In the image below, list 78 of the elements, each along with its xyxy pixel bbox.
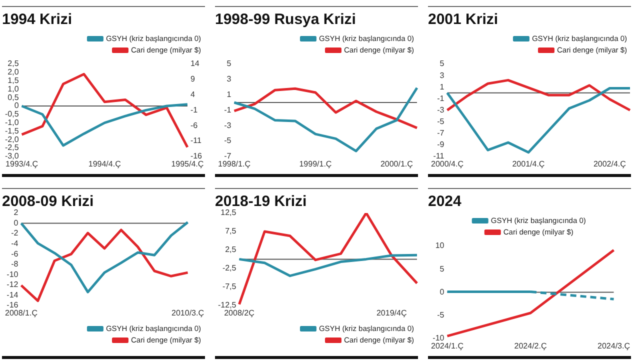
y-tick-label: 1,0 [8,84,20,94]
y-tick-label: -9 [437,140,445,150]
x-tick-label: 2008/2Ç [224,308,255,318]
y-tick-label: 2,5 [225,245,237,254]
y2-tick-label: 9 [190,74,196,84]
y-tick-label: 1,5 [8,76,20,86]
chart-title: 2024 [428,193,462,210]
x-tick-label: 2000/4.Ç [431,159,464,168]
y-tick-label: -1 [224,105,232,114]
y-tick-label: 0 [14,218,19,228]
y-tick-label: -6 [11,249,19,258]
y-tick-label: -2,5 [4,143,20,152]
y-tick-label: 2 [14,208,19,218]
y-tick-label: 10 [435,241,445,250]
y2-tick-label: -11 [190,136,202,146]
y2-tick-label: 14 [190,59,200,68]
y-tick-label: -10 [432,334,445,343]
y-tick-label: 0 [440,287,445,296]
x-tick-label: 2024/1.Ç [431,341,464,350]
chart-title: 1994 Krizi [2,11,72,28]
y-tick-label: 12,5 [220,208,237,218]
y-tick-label: -1,0 [4,118,20,128]
x-tick-label: 2002/4.Ç [593,159,626,168]
y-tick-label: -3 [437,105,445,114]
y-tick-label: -11 [433,152,445,161]
y-tick-label: 2,0 [8,68,20,77]
chart-title: 2008-09 Krizi [2,193,94,210]
x-tick-label: 1998/1.Ç [218,159,251,168]
y-tick-label: -5 [224,136,232,146]
y-tick-label: -2,5 [222,264,237,273]
y-tick-label: -16 [6,300,19,310]
y-tick-label: -5 [437,116,445,126]
y-tick-label: -3 [224,120,232,130]
y-tick-label: 2,5 [8,59,20,68]
y-tick-label: -1,5 [4,126,20,136]
y-tick-label: -1 [437,94,445,103]
x-tick-label: 2019/4Ç [376,308,407,318]
y-tick-label: 7,5 [225,226,237,236]
y-tick-label: -12 [6,280,19,290]
y-tick-label: -2 [11,228,19,238]
y-tick-label: -12,5 [218,300,237,310]
y-tick-label: 3 [226,74,232,84]
x-tick-label: 1995/4.Ç [171,159,204,168]
chart-title: 1998-99 Rusya Krizi [215,11,356,28]
y-tick-label: 1 [226,90,232,100]
chart-title: 2018-19 Krizi [215,193,307,210]
x-tick-label: 1994/4.Ç [88,159,122,168]
chart-title: 2001 Krizi [428,11,498,28]
y-tick-label: -7 [224,152,232,161]
y2-tick-label: -1 [190,105,198,114]
y-tick-label: 0 [14,101,20,110]
y-tick-label: -7 [437,128,445,138]
x-tick-label: 2024/3.Ç [598,341,630,350]
y-tick-label: 3 [440,70,445,80]
x-tick-label: 1999/1.Ç [299,159,332,168]
x-tick-label: 2008/1.Ç [5,308,38,318]
y-tick-label: -5 [437,310,445,320]
y-tick-label: 0,5 [8,92,20,102]
y2-tick-label: -6 [190,120,198,130]
y-tick-label: -14 [6,290,19,300]
y-tick-label: -10 [6,270,19,279]
y-tick-label: -3,0 [4,152,20,161]
y2-tick-label: -16 [190,152,203,161]
x-tick-label: 2001/4.Ç [512,159,545,168]
y-tick-label: -2,0 [4,134,20,144]
x-tick-label: 2010/3.Ç [172,308,204,318]
y-tick-label: 5 [440,59,445,68]
y2-tick-label: 4 [190,90,196,100]
x-tick-label: 2024/2.Ç [514,341,547,350]
y-tick-label: -7,5 [222,282,237,292]
y-tick-label: 1 [440,82,445,92]
y-tick-label: -4 [11,239,19,248]
x-tick-label: 2000/1.Ç [380,159,414,168]
y-tick-label: 5 [440,264,445,274]
y-tick-label: -0,5 [4,110,20,119]
y-tick-label: -8 [11,260,19,269]
x-tick-label: 1993/4.Ç [6,159,38,168]
y-tick-label: 5 [226,59,232,68]
